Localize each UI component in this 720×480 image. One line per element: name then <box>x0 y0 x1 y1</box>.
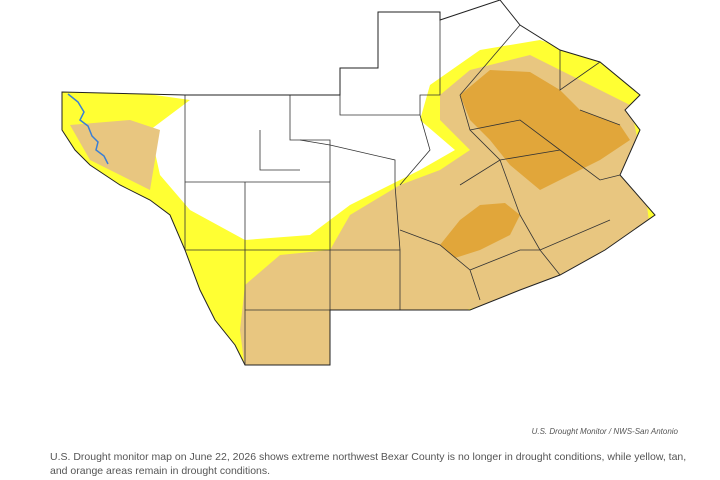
county-lines <box>184 20 621 365</box>
drought-areas <box>62 40 655 365</box>
credit: U.S. Drought Monitor / NWS-San Antonio <box>531 427 678 436</box>
river <box>67 93 109 165</box>
region-outline <box>61 0 656 366</box>
drought-map <box>61 0 656 366</box>
caption: U.S. Drought monitor map on June 22, 202… <box>50 451 687 477</box>
